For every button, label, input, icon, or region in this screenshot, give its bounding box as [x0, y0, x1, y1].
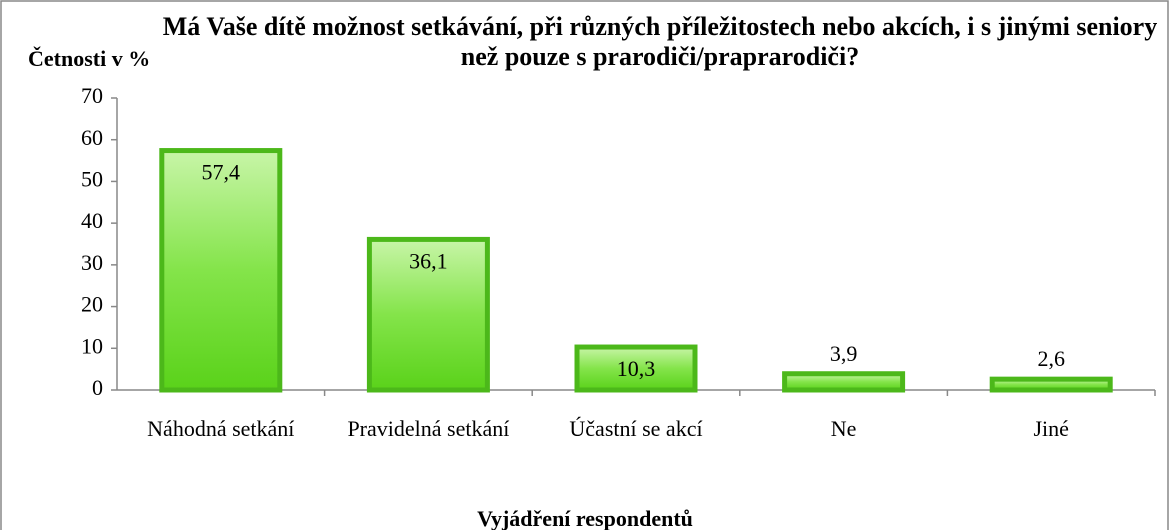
- x-tick-label: Náhodná setkání: [147, 416, 295, 441]
- y-axis-label: Četnosti v %: [28, 46, 151, 71]
- bar: [159, 148, 283, 393]
- value-label: 3,9: [830, 341, 858, 366]
- y-tick-label: 40: [81, 208, 103, 233]
- y-tick-label: 0: [92, 375, 103, 400]
- bar: [782, 371, 906, 393]
- x-axis-label: Vyjádření respondentů: [477, 506, 693, 530]
- y-tick-label: 10: [81, 333, 103, 358]
- bar: [366, 236, 490, 393]
- value-label: 2,6: [1037, 346, 1065, 371]
- y-tick-label: 70: [81, 83, 103, 108]
- y-tick-label: 60: [81, 125, 103, 150]
- x-tick-label: Pravidelná setkání: [347, 416, 510, 441]
- y-tick-label: 50: [81, 166, 103, 191]
- value-label: 57,4: [202, 160, 241, 185]
- x-tick-label: Ne: [830, 416, 857, 441]
- y-tick-label: 20: [81, 292, 103, 317]
- y-tick-label: 30: [81, 250, 103, 275]
- value-label: 36,1: [409, 248, 448, 273]
- value-label: 10,3: [617, 356, 656, 381]
- bar: [574, 344, 698, 393]
- x-tick-label: Účastní se akcí: [569, 416, 703, 441]
- bar: [989, 376, 1113, 393]
- chart-title: Má Vaše dítě možnost setkávání, při různ…: [162, 12, 1158, 71]
- x-tick-label: Jiné: [1033, 416, 1069, 441]
